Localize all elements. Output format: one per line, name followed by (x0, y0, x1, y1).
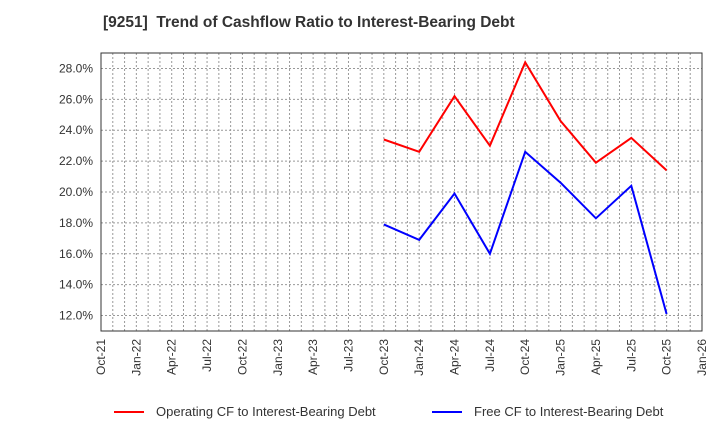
data-series (383, 60, 668, 315)
legend-label: Free CF to Interest-Bearing Debt (474, 404, 664, 419)
y-tick-label: 20.0% (59, 185, 93, 199)
legend-label: Operating CF to Interest-Bearing Debt (156, 404, 376, 419)
x-tick-label: Jan-26 (695, 339, 709, 376)
y-tick-label: 18.0% (59, 216, 93, 230)
x-tick-label: Jan-22 (129, 339, 143, 376)
x-tick-label: Oct-21 (94, 339, 108, 375)
x-tick-label: Oct-23 (377, 339, 391, 375)
y-tick-label: 16.0% (59, 247, 93, 261)
x-tick-label: Jul-24 (483, 339, 497, 372)
chart-title: [9251] Trend of Cashflow Ratio to Intere… (103, 14, 515, 31)
y-axis: 12.0% 14.0% 16.0% 18.0% 20.0% 22.0% 24.0% 26.0%… (59, 61, 93, 322)
x-tick-label: Oct-22 (235, 339, 249, 375)
legend-item-free-cf: Free CF to Interest-Bearing Debt (432, 404, 663, 419)
y-tick-label: 26.0% (59, 92, 93, 106)
x-tick-label: Oct-25 (660, 339, 674, 375)
x-tick-label: Apr-22 (165, 339, 179, 375)
x-axis: Oct-21 Jan-22 Apr-22 Jul-22 Oct-22 Jan-23 Apr-… (94, 339, 709, 376)
line-chart: 12.0% 14.0% 16.0% 18.0% 20.0% 22.0% 24.0% 26.0%… (59, 52, 709, 376)
x-tick-label: Jul-23 (341, 339, 355, 372)
operating-cf-line (383, 60, 668, 172)
x-tick-label: Oct-24 (518, 339, 532, 375)
x-tick-label: Jan-25 (554, 339, 568, 376)
blue-line-swatch-icon (432, 410, 462, 413)
legend-item-operating-cf: Operating CF to Interest-Bearing Debt (114, 404, 376, 419)
y-tick-label: 22.0% (59, 154, 93, 168)
legend: Operating CF to Interest-Bearing Debt Fr… (0, 404, 720, 428)
y-tick-label: 28.0% (59, 61, 93, 75)
x-tick-label: Apr-24 (448, 339, 462, 375)
free-cf-line (383, 150, 668, 315)
grid-lines (101, 53, 702, 331)
y-tick-label: 14.0% (59, 278, 93, 292)
x-tick-label: Jul-22 (200, 339, 214, 372)
x-tick-label: Apr-23 (306, 339, 320, 375)
y-tick-label: 12.0% (59, 309, 93, 323)
x-tick-label: Apr-25 (589, 339, 603, 375)
red-line-swatch-icon (114, 410, 144, 413)
x-tick-label: Jul-25 (624, 339, 638, 372)
x-tick-label: Jan-24 (412, 339, 426, 376)
plot-frame (100, 52, 703, 332)
x-tick-label: Jan-23 (271, 339, 285, 376)
y-tick-label: 24.0% (59, 123, 93, 137)
